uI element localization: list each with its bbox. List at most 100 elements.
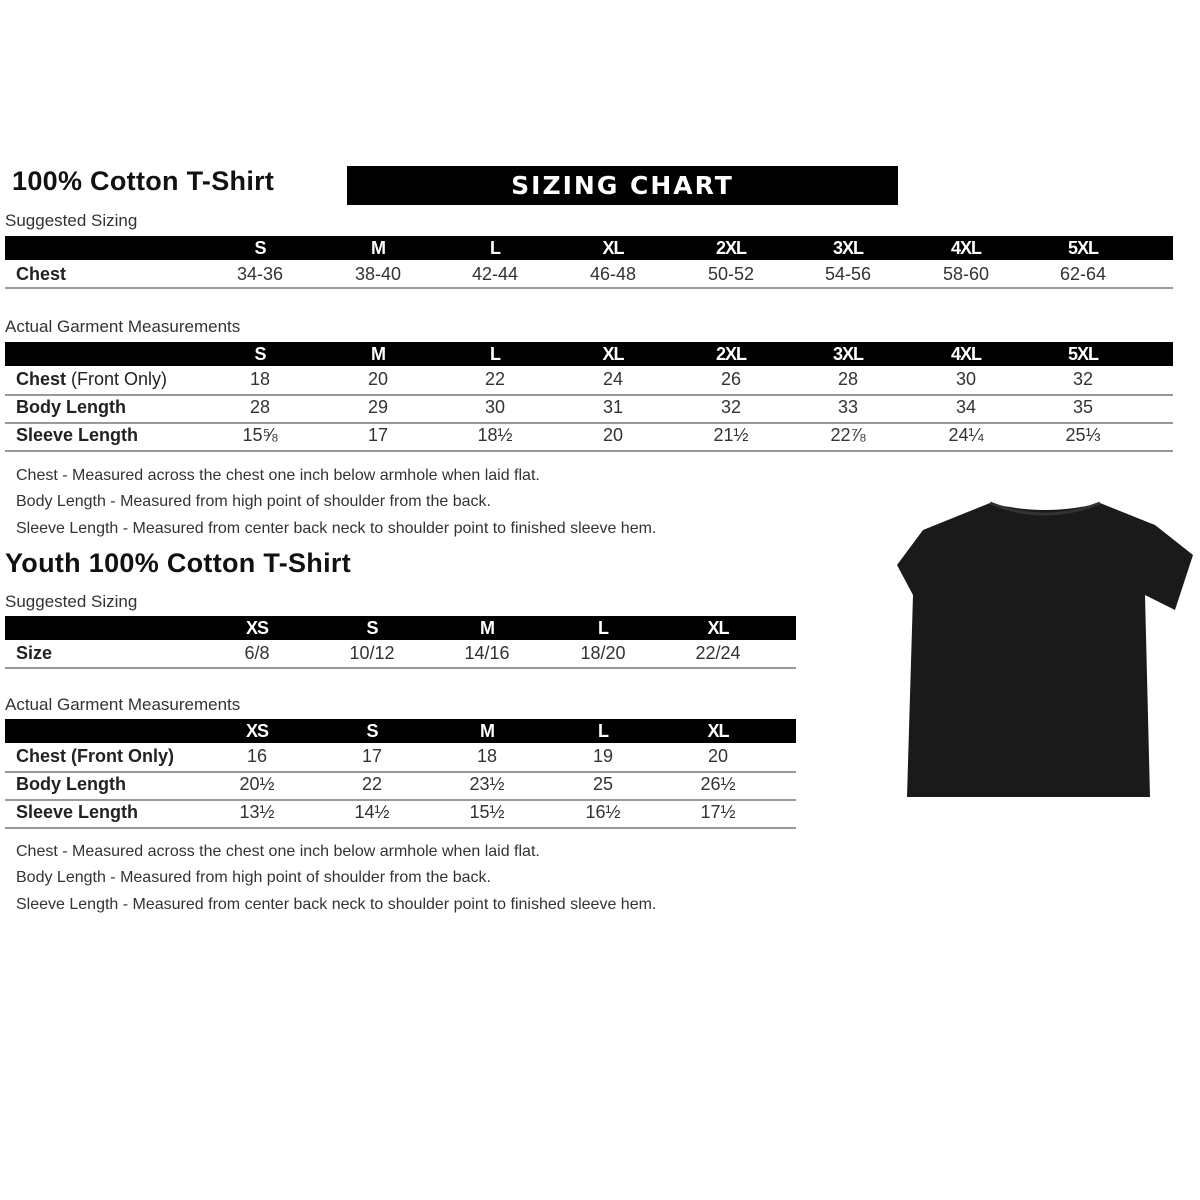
size-header: XL: [602, 344, 624, 364]
size-header: 2XL: [715, 344, 747, 364]
row-separator: [5, 771, 796, 773]
table-cell: 42-44: [471, 264, 519, 284]
row-label: Chest (Front Only): [16, 746, 174, 767]
table-cell: 20: [367, 369, 389, 389]
table-cell: 32: [720, 397, 742, 417]
table-cell: 34: [955, 397, 977, 417]
table-cell: 32: [1072, 369, 1094, 389]
size-header: L: [490, 238, 501, 258]
table-cell: 16½: [585, 802, 621, 822]
table-cell: 22: [484, 369, 506, 389]
table-cell: 14/16: [464, 643, 510, 663]
table-cell: 24¼: [948, 425, 984, 445]
row-label-text: Chest: [16, 369, 67, 389]
table-cell: 18: [249, 369, 271, 389]
black-tshirt-image: [897, 501, 1193, 797]
table-cell: 20: [707, 746, 729, 766]
size-header: S: [366, 721, 378, 741]
adult-suggested-label: Suggested Sizing: [5, 211, 138, 230]
row-separator: [5, 799, 796, 801]
row-label: Body Length: [16, 774, 126, 795]
table-cell: 24: [602, 369, 624, 389]
table-cell: 22: [361, 774, 383, 794]
row-label: Chest (Front Only): [16, 369, 167, 390]
row-label-text: Chest: [16, 264, 67, 284]
size-header: M: [480, 721, 495, 741]
size-header: L: [598, 721, 609, 741]
table-cell: 14½: [354, 802, 390, 822]
note-line: Body Length - Measured from high point o…: [16, 493, 491, 510]
youth-title: Youth 100% Cotton T-Shirt: [5, 548, 351, 578]
table-cell: 15⅝: [242, 425, 278, 445]
table-cell: 34-36: [236, 264, 284, 284]
table-cell: 54-56: [824, 264, 872, 284]
row-label-text: Sleeve Length: [16, 425, 139, 445]
row-label: Sleeve Length: [16, 802, 138, 823]
table-cell: 20½: [239, 774, 275, 794]
size-header: XS: [245, 721, 269, 741]
table-cell: 22/24: [695, 643, 741, 663]
table-cell: 13½: [239, 802, 275, 822]
table-cell: 17: [361, 746, 383, 766]
youth-suggested-label: Suggested Sizing: [5, 592, 138, 611]
table-cell: 46-48: [589, 264, 637, 284]
size-header: L: [598, 618, 609, 638]
size-header: 5XL: [1067, 238, 1099, 258]
note-line: Sleeve Length - Measured from center bac…: [16, 896, 657, 913]
adult-title: 100% Cotton T-Shirt: [12, 166, 275, 196]
table-cell: 50-52: [707, 264, 755, 284]
size-header: S: [254, 238, 266, 258]
table-cell: 38-40: [354, 264, 402, 284]
size-header: M: [480, 618, 495, 638]
size-header: XS: [245, 618, 269, 638]
table-cell: 28: [837, 369, 859, 389]
size-header: M: [371, 344, 386, 364]
table-cell: 17: [367, 425, 389, 445]
table-cell: 25⅓: [1065, 425, 1101, 445]
size-header: S: [366, 618, 378, 638]
row-label-text: Sleeve Length: [16, 802, 139, 822]
table-cell: 28: [249, 397, 271, 417]
row-separator: [5, 450, 1173, 452]
table-cell: 18½: [477, 425, 513, 445]
header-bar: [5, 719, 796, 743]
size-header: 4XL: [950, 238, 982, 258]
table-cell: 19: [592, 746, 614, 766]
table-cell: 31: [602, 397, 624, 417]
size-header: S: [254, 344, 266, 364]
size-header: 3XL: [832, 344, 864, 364]
table-cell: 29: [367, 397, 389, 417]
row-label-suffix: (Front Only): [66, 369, 168, 389]
table-cell: 23½: [469, 774, 505, 794]
row-label: Sleeve Length: [16, 425, 138, 446]
row-label-text: Body Length: [16, 774, 126, 794]
table-cell: 26½: [700, 774, 736, 794]
row-label: Body Length: [16, 397, 126, 418]
table-cell: 62-64: [1059, 264, 1107, 284]
table-cell: 30: [484, 397, 506, 417]
size-header: 3XL: [832, 238, 864, 258]
table-cell: 26: [720, 369, 742, 389]
table-cell: 18: [476, 746, 498, 766]
row-separator: [5, 827, 796, 829]
row-label: Chest: [16, 264, 66, 285]
header-bar: [5, 236, 1173, 260]
row-label: Size: [16, 643, 52, 664]
header-bar: [5, 616, 796, 640]
note-line: Chest - Measured across the chest one in…: [16, 843, 540, 860]
table-cell: 25: [592, 774, 614, 794]
row-label-text: Chest (Front Only): [16, 746, 174, 766]
row-separator: [5, 422, 1173, 424]
table-cell: 6/8: [244, 643, 270, 663]
size-header: XL: [602, 238, 624, 258]
row-separator: [5, 667, 796, 669]
row-separator: [5, 287, 1173, 289]
table-cell: 33: [837, 397, 859, 417]
size-header: 5XL: [1067, 344, 1099, 364]
size-header: 4XL: [950, 344, 982, 364]
row-separator: [5, 394, 1173, 396]
table-cell: 21½: [713, 425, 749, 445]
table-cell: 22⅞: [830, 425, 866, 445]
table-cell: 30: [955, 369, 977, 389]
